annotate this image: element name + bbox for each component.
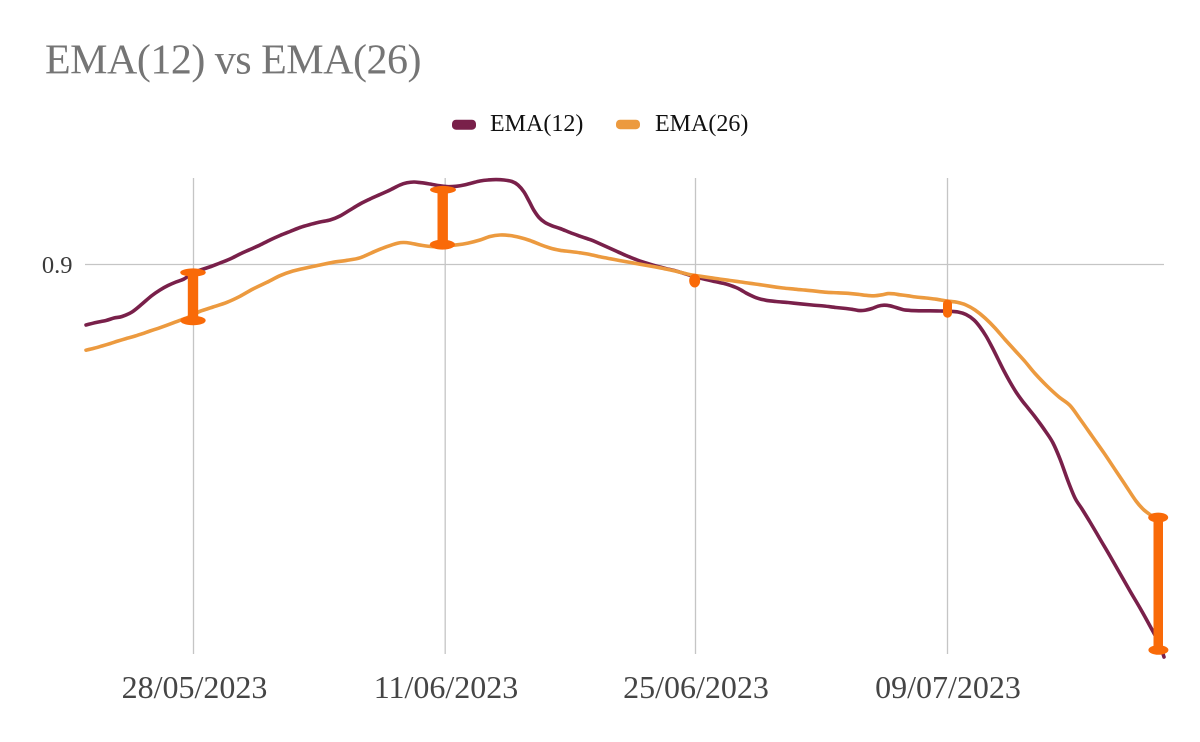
svg-text:EMA(12): EMA(12) [490, 111, 583, 137]
svg-text:28/05/2023: 28/05/2023 [122, 669, 268, 705]
svg-text:11/06/2023: 11/06/2023 [374, 669, 519, 705]
svg-text:EMA(26): EMA(26) [655, 111, 748, 137]
svg-text:EMA(12) vs EMA(26): EMA(12) vs EMA(26) [45, 38, 421, 84]
svg-text:09/07/2023: 09/07/2023 [875, 669, 1021, 705]
svg-text:0.9: 0.9 [42, 252, 73, 279]
svg-text:25/06/2023: 25/06/2023 [623, 669, 769, 705]
